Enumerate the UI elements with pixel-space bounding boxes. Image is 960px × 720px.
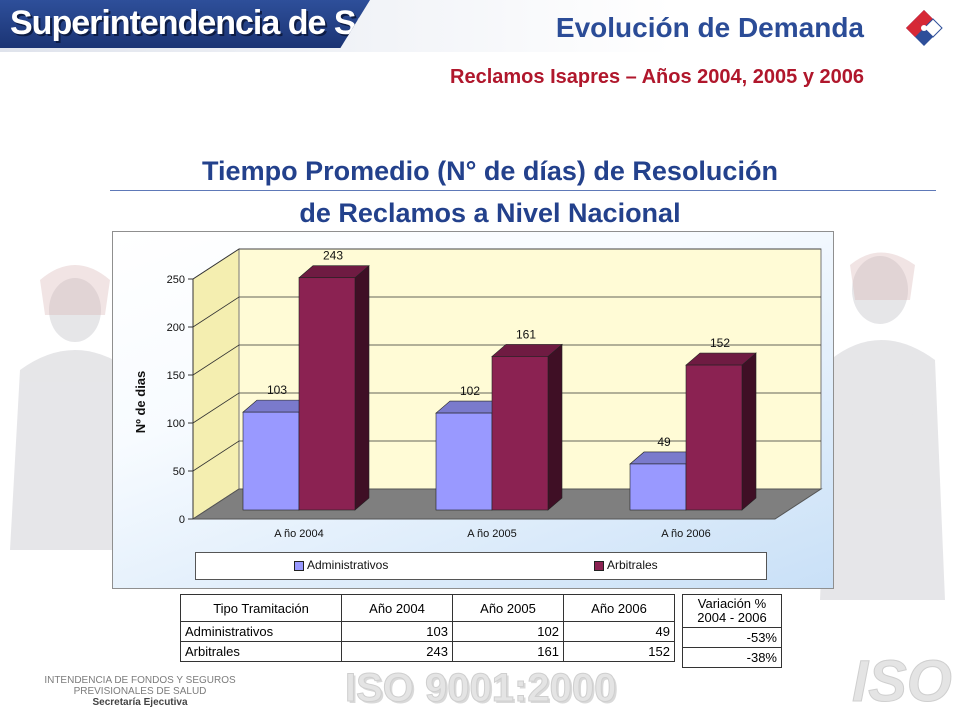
table-cell: 243 [341, 641, 453, 662]
table-row: Arbitrales 243 161 152 [180, 641, 675, 662]
footer-line-3: Secretaría Ejecutiva [92, 697, 188, 708]
chart-title-line-1: Tiempo Promedio (N° de días) de Resoluci… [202, 156, 778, 186]
government-emblem-icon [906, 10, 943, 46]
y-tick-label: 150 [167, 370, 185, 382]
data-label: 243 [323, 249, 343, 263]
bar-chart: 0 50 100 150 200 250 Nº de dias 103 243 A ño 2004… [133, 248, 823, 540]
y-tick-label: 250 [167, 274, 185, 286]
bar-side [354, 265, 370, 511]
gridline [192, 248, 821, 280]
bar [435, 412, 493, 511]
iso-certification-text: ISO 9001:2000 [344, 666, 617, 711]
variation-table: Variación % 2004 - 2006 -53% -38% [682, 594, 782, 668]
logo-banner: Superintendencia de Salud [0, 0, 370, 48]
data-label: 103 [267, 383, 287, 397]
iso-logo: ISO [852, 649, 953, 715]
legend-item-arbitrales: Arbitrales [594, 558, 658, 572]
table-cell: 152 [563, 641, 675, 662]
gridline [192, 392, 821, 424]
legend-item-administrativos: Administrativos [294, 558, 388, 572]
data-label: 102 [460, 384, 480, 398]
table-header-cell: Año 2004 [341, 594, 453, 622]
table-row: -38% [682, 647, 782, 668]
variation-header-line-1: Variación % [697, 596, 767, 611]
y-tick-label: 100 [167, 418, 185, 430]
variation-cell: -38% [682, 647, 782, 668]
variation-cell: -53% [682, 627, 782, 648]
bar [491, 356, 549, 511]
footer-line-1: INTENDENCIA DE FONDOS Y SEGUROS [44, 675, 236, 686]
table-header-cell: Año 2006 [563, 594, 675, 622]
chart-title-line-2: de Reclamos a Nivel Nacional [299, 198, 681, 228]
table-row-label: Administrativos [180, 621, 342, 642]
gridline [192, 296, 821, 328]
x-tick-label: A ño 2004 [274, 528, 324, 540]
variation-header-row: Variación % 2004 - 2006 [682, 594, 782, 628]
chart-side-wall [192, 248, 240, 520]
bar [629, 463, 687, 511]
gridline [192, 344, 821, 376]
table-row: Administrativos 103 102 49 [180, 621, 675, 642]
y-tick-label: 200 [167, 322, 185, 334]
table-header-row: Tipo Tramitación Año 2004 Año 2005 Año 2… [180, 594, 675, 622]
footer-organization: INTENDENCIA DE FONDOS Y SEGUROS PREVISIO… [20, 675, 260, 708]
bar [242, 411, 300, 511]
background-people-illustration [10, 252, 945, 600]
data-label: 49 [657, 435, 671, 449]
y-tick-label: 0 [179, 514, 185, 526]
table-header-cell: Tipo Tramitación [180, 594, 342, 622]
chart-area: 0 50 100 150 200 250 Nº de dias 103 243 A ño 2004… [112, 231, 834, 589]
data-table: Tipo Tramitación Año 2004 Año 2005 Año 2… [180, 594, 675, 662]
page-subtitle: Reclamos Isapres – Años 2004, 2005 y 200… [450, 66, 864, 88]
data-label: 161 [516, 327, 536, 341]
bar [685, 364, 743, 511]
variation-header-line-2: 2004 - 2006 [697, 610, 767, 625]
bar-side [547, 343, 563, 511]
logo-text: Superintendencia de Salud [10, 4, 422, 42]
variation-header-cell: Variación % 2004 - 2006 [682, 594, 782, 628]
bar [298, 277, 356, 511]
y-tick-label: 50 [173, 466, 185, 478]
table-cell: 161 [452, 641, 564, 662]
table-header-cell: Año 2005 [452, 594, 564, 622]
title-divider [110, 190, 936, 191]
table-row-label: Arbitrales [180, 641, 342, 662]
x-tick-label: A ño 2006 [661, 528, 711, 540]
y-axis-label: Nº de dias [133, 371, 148, 434]
footer-line-2: PREVISIONALES DE SALUD [73, 686, 207, 697]
table-row: -53% [682, 627, 782, 648]
x-tick-label: A ño 2005 [467, 528, 517, 540]
page-title: Evolución de Demanda [555, 12, 864, 43]
bar-side [741, 352, 757, 511]
chart-legend: Administrativos Arbitrales [195, 552, 767, 580]
data-label: 152 [710, 336, 730, 350]
legend-label-administrativos: Administrativos [307, 558, 389, 572]
table-cell: 102 [452, 621, 564, 642]
table-cell: 103 [341, 621, 453, 642]
gridline [192, 440, 821, 472]
legend-label-arbitrales: Arbitrales [607, 558, 658, 572]
table-cell: 49 [563, 621, 675, 642]
